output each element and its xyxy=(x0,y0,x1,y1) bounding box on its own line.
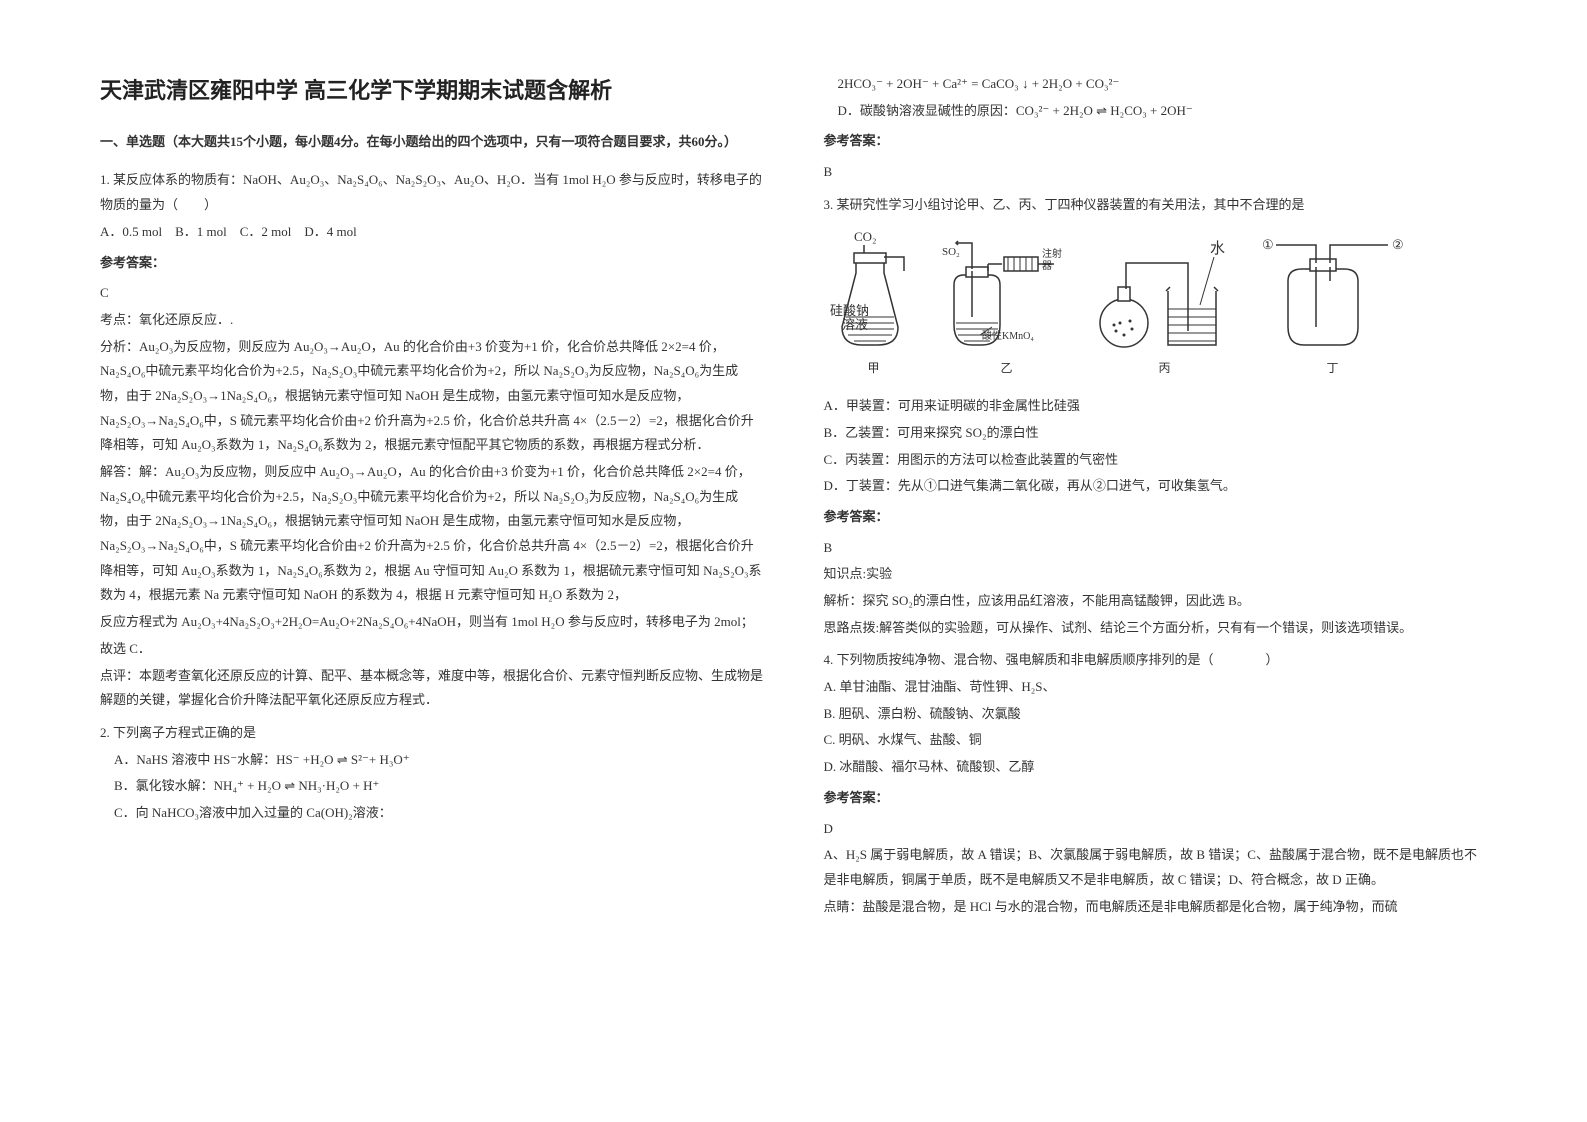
diagram-yi: SO₂ xyxy=(942,227,1072,380)
question-2-cont: 2HCO₃⁻ + 2OH⁻ + Ca²⁺ = CaCO₃ ↓ + 2H₂O + … xyxy=(824,72,1488,185)
question-2: 2. 下列离子方程式正确的是 A．NaHS 溶液中 HS⁻水解：HS⁻ +H₂O… xyxy=(100,721,764,826)
q2-option-c: C．向 NaHCO₃溶液中加入过量的 Ca(OH)₂溶液： xyxy=(100,801,764,826)
q3-p1: 知识点:实验 xyxy=(824,562,1488,587)
q2-option-c-eq: 2HCO₃⁻ + 2OH⁻ + Ca²⁺ = CaCO₃ ↓ + 2H₂O + … xyxy=(824,72,1488,97)
q4-stem: 4. 下列物质按纯净物、混合物、强电解质和非电解质顺序排列的是（ ） xyxy=(824,648,1488,673)
q2-stem: 2. 下列离子方程式正确的是 xyxy=(100,721,764,746)
diagram-yi-svg: SO₂ xyxy=(942,227,1072,357)
section-1-header: 一、单选题（本大题共15个小题，每小题4分。在每小题给出的四个选项中，只有一项符… xyxy=(100,130,764,155)
q3-option-c: C．丙装置：用图示的方法可以检查此装置的气密性 xyxy=(824,448,1488,473)
q4-option-a: A. 单甘油酯、混甘油酯、苛性钾、H₂S、 xyxy=(824,675,1488,700)
q2-answer-header: 参考答案： xyxy=(824,129,1488,154)
q2-option-d: D．碳酸钠溶液显碱性的原因：CO₃²⁻ + 2H₂O ⇌ H₂CO₃ + 2OH… xyxy=(824,99,1488,124)
q1-p2: 分析：Au₂O₃为反应物，则反应为 Au₂O₃→Au₂O，Au 的化合价由+3 … xyxy=(100,335,764,458)
page-title: 天津武清区雍阳中学 高三化学下学期期末试题含解析 xyxy=(100,70,764,112)
q4-option-b: B. 胆矾、漂白粉、硫酸钠、次氯酸 xyxy=(824,702,1488,727)
ding-caption: 丁 xyxy=(1326,357,1338,380)
ding-port-2: ② xyxy=(1392,237,1404,252)
q3-option-d: D．丁装置：先从①口进气集满二氧化碳，再从②口进气，可收集氢气。 xyxy=(824,474,1488,499)
diagram-ding: ① ② 丁 xyxy=(1258,227,1408,380)
question-1: 1. 某反应体系的物质有：NaOH、Au₂O₃、Na₂S₄O₆、Na₂S₂O₃、… xyxy=(100,168,764,712)
page-root: 天津武清区雍阳中学 高三化学下学期期末试题含解析 一、单选题（本大题共15个小题… xyxy=(0,0,1587,967)
q3-p3: 思路点拨:解答类似的实验题，可从操作、试剂、结论三个方面分析，只有有一个错误，则… xyxy=(824,616,1488,641)
q3-p2: 解析：探究 SO₂的漂白性，应该用品红溶液，不能用高锰酸钾，因此选 B。 xyxy=(824,589,1488,614)
q4-option-c: C. 明矾、水煤气、盐酸、铜 xyxy=(824,728,1488,753)
bing-water-label: 水 xyxy=(1210,240,1225,257)
question-3: 3. 某研究性学习小组讨论甲、乙、丙、丁四种仪器装置的有关用法，其中不合理的是 … xyxy=(824,193,1488,641)
jia-caption: 甲 xyxy=(867,357,879,380)
q2-answer: B xyxy=(824,160,1488,185)
q1-stem: 1. 某反应体系的物质有：NaOH、Au₂O₃、Na₂S₄O₆、Na₂S₂O₃、… xyxy=(100,168,764,217)
q1-p3: 解答：解：Au₂O₃为反应物，则反应中 Au₂O₃→Au₂O，Au 的化合价由+… xyxy=(100,460,764,608)
yi-kmno4-label: 酸性KMnO₄ xyxy=(982,329,1034,342)
q4-answer: D xyxy=(824,817,1488,842)
q4-p1: A、H₂S 属于弱电解质，故 A 错误；B、次氯酸属于弱电解质，故 B 错误；C… xyxy=(824,843,1488,892)
diagram-bing-svg: 水 xyxy=(1090,227,1240,357)
yi-syringe-label: 注射 xyxy=(1042,247,1062,260)
q1-p5: 故选 C． xyxy=(100,637,764,662)
yi-so2-label: SO₂ xyxy=(942,246,960,258)
jia-liquid-label: 硅酸钠 xyxy=(830,303,869,318)
jia-co2-label: CO₂ xyxy=(854,229,877,244)
q3-stem: 3. 某研究性学习小组讨论甲、乙、丙、丁四种仪器装置的有关用法，其中不合理的是 xyxy=(824,193,1488,218)
jia-liquid-label2: 溶液 xyxy=(842,317,868,332)
yi-caption: 乙 xyxy=(1000,357,1012,380)
yi-syringe-label2: 器 xyxy=(1042,260,1052,272)
diagram-jia: CO₂ xyxy=(824,227,924,380)
q1-p4: 反应方程式为 Au₂O₃+4Na₂S₂O₃+2H₂O=Au₂O+2Na₂S₄O₆… xyxy=(100,610,764,635)
q4-option-d: D. 冰醋酸、福尔马林、硫酸钡、乙醇 xyxy=(824,755,1488,780)
left-column: 天津武清区雍阳中学 高三化学下学期期末试题含解析 一、单选题（本大题共15个小题… xyxy=(100,70,764,927)
q1-p1: 考点：氧化还原反应．. xyxy=(100,308,764,333)
ding-port-1: ① xyxy=(1262,237,1274,252)
q4-answer-header: 参考答案： xyxy=(824,786,1488,811)
q1-p6: 点评：本题考查氧化还原反应的计算、配平、基本概念等，难度中等，根据化合价、元素守… xyxy=(100,664,764,713)
bing-caption: 丙 xyxy=(1158,357,1170,380)
q2-option-b: B．氯化铵水解：NH₄⁺ + H₂O ⇌ NH₃·H₂O + H⁺ xyxy=(100,774,764,799)
question-4: 4. 下列物质按纯净物、混合物、强电解质和非电解质顺序排列的是（ ） A. 单甘… xyxy=(824,648,1488,919)
diagram-ding-svg: ① ② xyxy=(1258,227,1408,357)
q3-option-b: B．乙装置：可用来探究 SO₂的漂白性 xyxy=(824,421,1488,446)
right-column: 2HCO₃⁻ + 2OH⁻ + Ca²⁺ = CaCO₃ ↓ + 2H₂O + … xyxy=(824,70,1488,927)
q2-option-a: A．NaHS 溶液中 HS⁻水解：HS⁻ +H₂O ⇌ S²⁻+ H₃O⁺ xyxy=(100,748,764,773)
q4-p2: 点睛：盐酸是混合物，是 HCl 与水的混合物，而电解质还是非电解质都是化合物，属… xyxy=(824,895,1488,920)
diagram-bing: 水 丙 xyxy=(1090,227,1240,380)
diagram-jia-svg: CO₂ xyxy=(824,227,924,357)
q3-answer: B xyxy=(824,536,1488,561)
q1-options: A．0.5 mol B．1 mol C．2 mol D．4 mol xyxy=(100,220,764,245)
q1-answer-header: 参考答案： xyxy=(100,251,764,276)
q1-answer: C xyxy=(100,281,764,306)
q3-diagrams: CO₂ xyxy=(824,227,1488,380)
q3-option-a: A．甲装置：可用来证明碳的非金属性比硅强 xyxy=(824,394,1488,419)
q3-answer-header: 参考答案： xyxy=(824,505,1488,530)
